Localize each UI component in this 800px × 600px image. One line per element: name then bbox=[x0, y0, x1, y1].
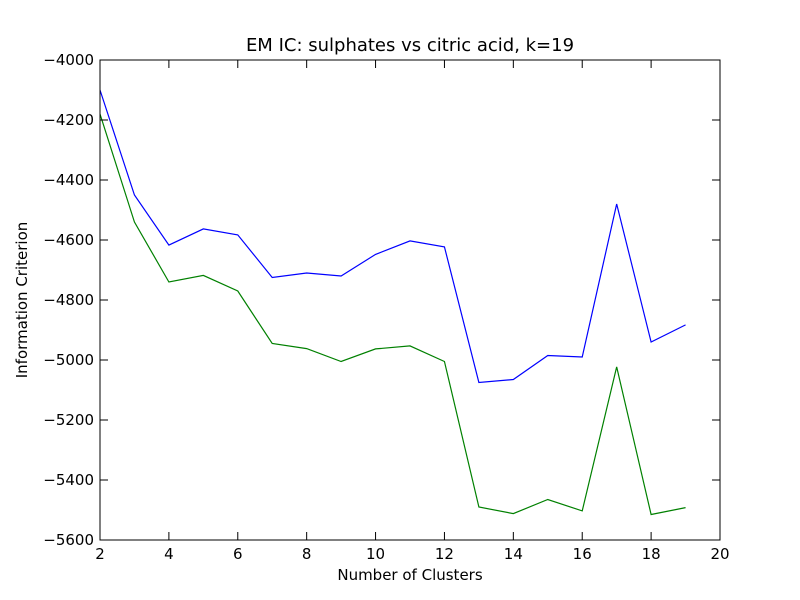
x-tick-label: 4 bbox=[164, 545, 174, 563]
x-tick-label: 14 bbox=[504, 545, 523, 563]
x-tick-label: 10 bbox=[366, 545, 385, 563]
y-tick-label: −5400 bbox=[43, 471, 94, 489]
x-axis-ticks: 2 4 6 8 10 12 14 16 18 20 bbox=[95, 60, 730, 563]
y-tick-label: −5200 bbox=[43, 411, 94, 429]
y-tick-label: −5000 bbox=[43, 351, 94, 369]
chart-title: EM IC: sulphates vs citric acid, k=19 bbox=[246, 35, 574, 56]
y-tick-label: −4200 bbox=[43, 111, 94, 129]
series-layer bbox=[99, 89, 686, 516]
y-tick-label: −4400 bbox=[43, 171, 94, 189]
series-line-1 bbox=[99, 89, 686, 384]
x-tick-label: 12 bbox=[435, 545, 454, 563]
series-line-2 bbox=[99, 113, 686, 516]
x-tick-label: 18 bbox=[642, 545, 661, 563]
y-tick-label: −5600 bbox=[43, 531, 94, 549]
x-tick-label: 16 bbox=[573, 545, 592, 563]
y-axis-ticks: −4000 −4200 −4400 −4600 −4800 −5000 −5200 −5400… bbox=[43, 51, 720, 549]
y-tick-label: −4000 bbox=[43, 51, 94, 69]
x-tick-label: 20 bbox=[710, 545, 729, 563]
y-tick-label: −4600 bbox=[43, 231, 94, 249]
plot-background bbox=[100, 60, 720, 540]
x-tick-label: 6 bbox=[233, 545, 243, 563]
x-tick-label: 8 bbox=[302, 545, 312, 563]
y-axis-label: Information Criterion bbox=[13, 222, 31, 379]
y-tick-label: −4800 bbox=[43, 291, 94, 309]
x-tick-label: 2 bbox=[95, 545, 105, 563]
x-axis-label: Number of Clusters bbox=[337, 566, 482, 584]
